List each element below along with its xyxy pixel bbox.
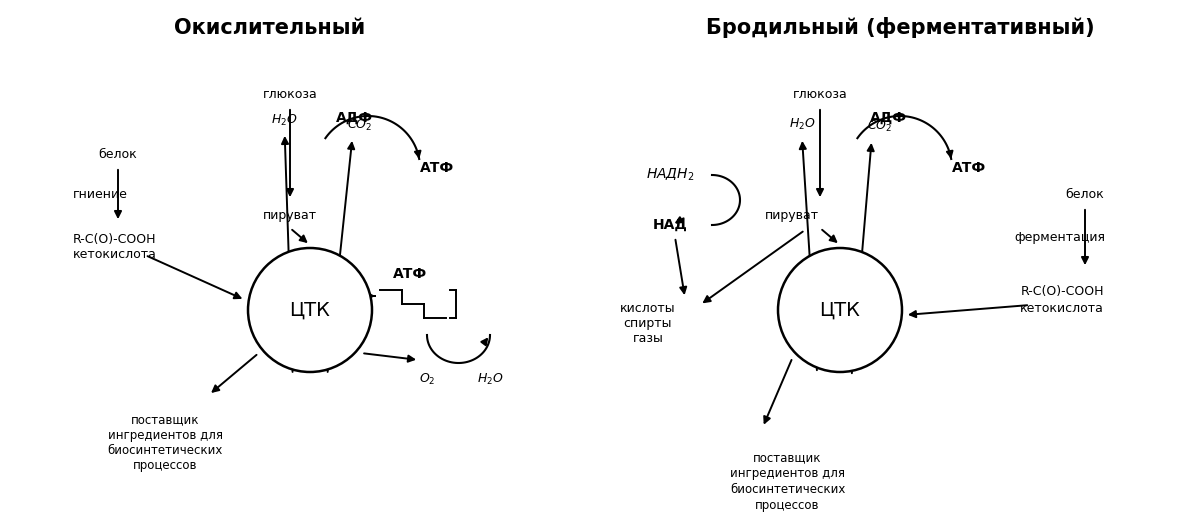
Text: гниение: гниение xyxy=(72,189,127,201)
Text: $H_2O$: $H_2O$ xyxy=(788,116,816,132)
Text: кетокислота: кетокислота xyxy=(73,249,157,261)
Text: НАД: НАД xyxy=(653,218,688,232)
Text: R-C(O)-COOH: R-C(O)-COOH xyxy=(1020,286,1104,298)
Text: процессов: процессов xyxy=(133,458,197,472)
Text: белок: белок xyxy=(1066,189,1104,201)
Text: АТФ: АТФ xyxy=(392,267,427,281)
Text: АТФ: АТФ xyxy=(952,161,986,175)
Text: $CO_2$: $CO_2$ xyxy=(868,118,893,134)
Text: $НАДН_2$: $НАДН_2$ xyxy=(646,167,695,183)
Text: ЦТК: ЦТК xyxy=(289,301,330,320)
Text: ингредиентов для: ингредиентов для xyxy=(108,429,222,441)
Text: R-C(O)-COOH: R-C(O)-COOH xyxy=(73,234,157,246)
Text: пируват: пируват xyxy=(263,209,317,221)
Circle shape xyxy=(248,248,372,372)
Text: Окислительный: Окислительный xyxy=(174,18,366,38)
Text: газы: газы xyxy=(632,331,664,345)
Text: $H_2O$: $H_2O$ xyxy=(271,113,298,127)
Text: АТФ: АТФ xyxy=(420,161,455,175)
Text: АДФ: АДФ xyxy=(870,111,906,125)
Text: ферментация: ферментация xyxy=(1014,232,1105,244)
Text: АДФ: АДФ xyxy=(336,111,373,125)
Text: $CO_2$: $CO_2$ xyxy=(347,117,372,133)
Text: процессов: процессов xyxy=(755,499,820,512)
Circle shape xyxy=(778,248,902,372)
Text: $H_2O$: $H_2O$ xyxy=(476,372,503,387)
Text: поставщик: поставщик xyxy=(131,414,199,426)
Text: $O_2$: $O_2$ xyxy=(419,372,436,387)
Text: поставщик: поставщик xyxy=(754,451,822,464)
Text: глюкоза: глюкоза xyxy=(793,89,847,101)
Text: пируват: пируват xyxy=(764,209,820,221)
Text: кислоты: кислоты xyxy=(620,302,676,314)
Text: спирты: спирты xyxy=(624,316,672,330)
Text: ЦТК: ЦТК xyxy=(820,301,860,320)
Text: глюкоза: глюкоза xyxy=(263,89,317,101)
Text: биосинтетических: биосинтетических xyxy=(107,443,223,457)
Text: Бродильный (ферментативный): Бродильный (ферментативный) xyxy=(706,18,1094,39)
Text: белок: белок xyxy=(98,149,137,161)
Text: биосинтетических: биосинтетических xyxy=(730,483,845,496)
Text: ингредиентов для: ингредиентов для xyxy=(730,467,845,480)
Text: кетокислота: кетокислота xyxy=(1020,302,1104,314)
